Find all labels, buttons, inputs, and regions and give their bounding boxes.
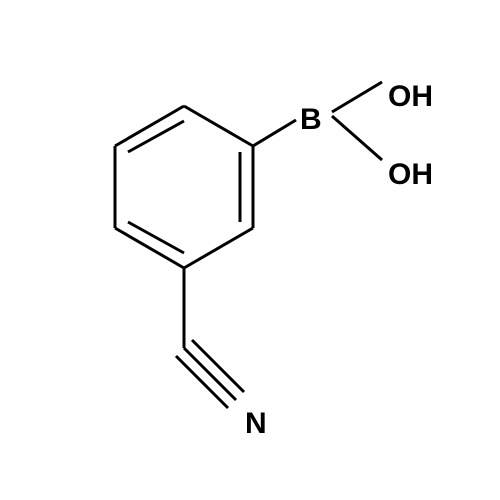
bond xyxy=(253,120,296,146)
bond xyxy=(332,82,382,112)
bond xyxy=(128,121,184,152)
bond xyxy=(184,348,236,400)
bond xyxy=(332,116,382,160)
bond xyxy=(192,340,244,392)
bond xyxy=(176,356,228,408)
bond xyxy=(184,228,253,268)
atom-label-N: N xyxy=(245,407,267,441)
atom-label-B: B xyxy=(300,103,322,137)
bond xyxy=(184,106,253,146)
atom-label-OH1: OH xyxy=(388,80,433,114)
bond xyxy=(128,222,184,253)
atom-label-OH2: OH xyxy=(388,158,433,192)
